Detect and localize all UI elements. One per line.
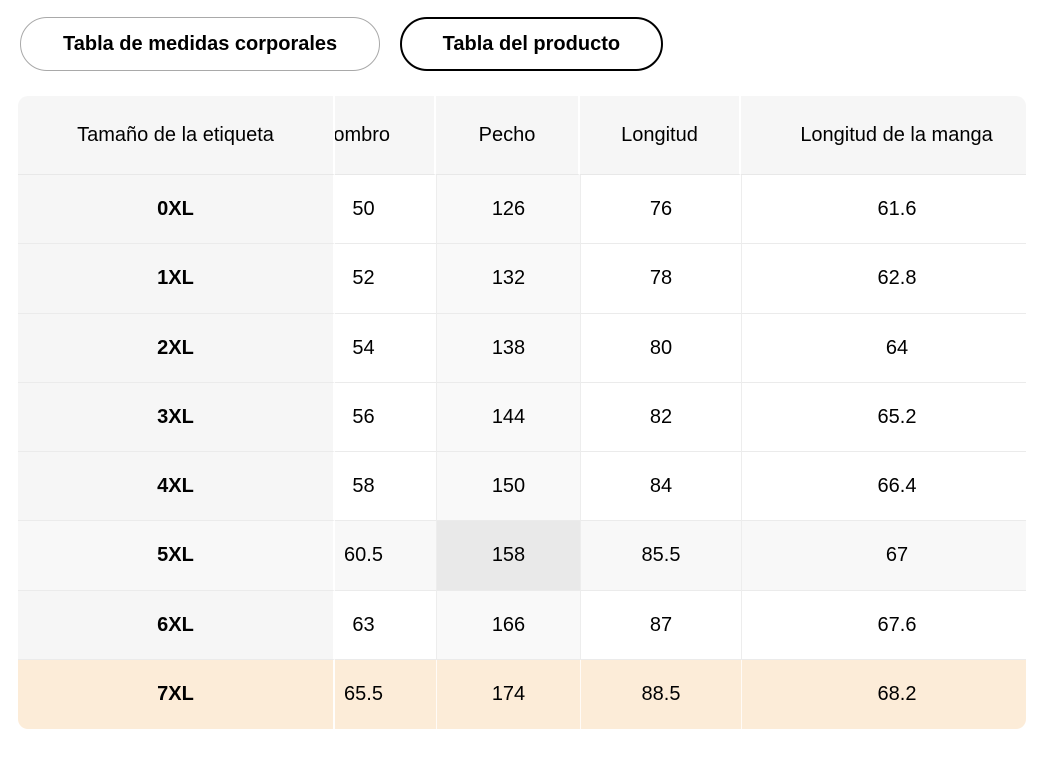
column-header-5: Longitud de la manga	[741, 96, 1026, 175]
measurement-cell: 50	[335, 175, 436, 245]
column-header-4: Longitud	[580, 96, 741, 175]
measurement-cell-text: 50	[352, 198, 375, 221]
measurement-cell: 60.5	[335, 521, 436, 591]
size-label-0XL-text: 0XL	[157, 198, 194, 221]
size-label-5XL-text: 5XL	[157, 544, 194, 567]
measurement-cell: 65.5	[335, 659, 436, 729]
measurement-cell: 67.6	[741, 590, 1026, 660]
measurement-cell-text: 82	[649, 405, 673, 428]
column-header-3-text: Pecho	[478, 124, 536, 146]
measurement-cell-text: 126	[491, 198, 526, 221]
measurement-cell: 138	[436, 313, 580, 383]
measurement-cell: 54	[335, 313, 436, 383]
size-label-6XL-text: 6XL	[157, 613, 194, 636]
size-label-4XL: 4XL	[18, 452, 335, 522]
size-label-3XL: 3XL	[18, 382, 335, 452]
measurement-cell: 82	[580, 382, 741, 452]
measurement-cell: 150	[436, 452, 580, 522]
measurement-cell: 78	[580, 244, 741, 314]
measurement-cell: 61.6	[741, 175, 1026, 245]
size-label-7XL: 7XL	[18, 659, 335, 729]
measurement-cell: 76	[580, 175, 741, 245]
measurement-cell-text: 67	[885, 544, 909, 567]
measurement-cell-text: 52	[352, 267, 375, 290]
measurement-cell: 88.5	[580, 659, 741, 729]
size-table-grid: Tamaño de la etiqueta Hombro Pecho Longitud…	[18, 96, 1026, 729]
measurement-cell-text: 61.6	[877, 198, 917, 221]
measurement-cell: 158	[436, 521, 580, 591]
product-size-table: Tamaño de la etiqueta Hombro Pecho Longitud…	[18, 96, 1026, 729]
column-header-4-text: Longitud	[621, 124, 698, 146]
size-chart-tabs: Tabla de medidas corporales Tabla del pr…	[20, 17, 1050, 71]
measurement-cell: 174	[436, 659, 580, 729]
measurement-cell-text: 76	[649, 198, 673, 221]
measurement-cell: 65.2	[741, 382, 1026, 452]
column-header-3: Pecho	[436, 96, 580, 175]
measurement-cell-text: 56	[352, 405, 375, 428]
measurement-cell: 166	[436, 590, 580, 660]
measurement-cell-text: 174	[491, 683, 526, 706]
size-label-1XL-text: 1XL	[157, 267, 194, 290]
measurement-cell-text: 150	[491, 475, 526, 498]
measurement-cell-text: 88.5	[641, 683, 681, 706]
measurement-cell-text: 64	[885, 336, 909, 359]
measurement-cell-text: 54	[352, 336, 375, 359]
column-header-2-text: Hombro	[335, 124, 391, 146]
column-header-1-text: Tamaño de la etiqueta	[77, 124, 274, 146]
tab-body-measurements[interactable]: Tabla de medidas corporales	[20, 17, 381, 71]
measurement-cell-text: 67.6	[877, 613, 917, 636]
measurement-cell-text: 132	[491, 267, 526, 290]
measurement-cell: 64	[741, 313, 1026, 383]
tab-product-measurements[interactable]: Tabla del producto	[400, 17, 663, 71]
measurement-cell: 80	[580, 313, 741, 383]
measurement-cell: 52	[335, 244, 436, 314]
size-label-2XL: 2XL	[18, 313, 335, 383]
measurement-cell-text: 66.4	[877, 475, 917, 498]
measurement-cell-text: 84	[649, 475, 673, 498]
measurement-cell: 87	[580, 590, 741, 660]
measurement-cell-text: 158	[491, 544, 526, 567]
measurement-cell: 58	[335, 452, 436, 522]
measurement-cell: 56	[335, 382, 436, 452]
size-label-1XL: 1XL	[18, 244, 335, 314]
column-header-5-text: Longitud de la manga	[800, 124, 993, 146]
measurement-cell-text: 62.8	[877, 267, 917, 290]
measurement-cell: 144	[436, 382, 580, 452]
measurement-cell-text: 85.5	[641, 544, 681, 567]
measurement-cell-text: 68.2	[877, 683, 917, 706]
measurement-cell: 84	[580, 452, 741, 522]
measurement-cell-text: 78	[649, 267, 673, 290]
size-label-4XL-text: 4XL	[157, 475, 194, 498]
measurement-cell: 67	[741, 521, 1026, 591]
measurement-cell-text: 144	[491, 405, 526, 428]
measurement-cell: 85.5	[580, 521, 741, 591]
column-header-2: Hombro	[335, 96, 436, 175]
measurement-cell: 132	[436, 244, 580, 314]
measurement-cell-text: 166	[491, 613, 526, 636]
measurement-cell: 62.8	[741, 244, 1026, 314]
size-label-3XL-text: 3XL	[157, 405, 194, 428]
measurement-cell-text: 87	[649, 613, 673, 636]
size-label-7XL-text: 7XL	[157, 683, 194, 706]
measurement-cell: 63	[335, 590, 436, 660]
size-label-6XL: 6XL	[18, 590, 335, 660]
measurement-cell-text: 80	[649, 336, 673, 359]
measurement-cell: 66.4	[741, 452, 1026, 522]
measurement-cell-text: 60.5	[344, 544, 383, 567]
measurement-cell-text: 138	[491, 336, 526, 359]
measurement-cell-text: 58	[352, 475, 375, 498]
measurement-cell: 126	[436, 175, 580, 245]
measurement-cell: 68.2	[741, 659, 1026, 729]
size-label-0XL: 0XL	[18, 175, 335, 245]
size-label-2XL-text: 2XL	[157, 336, 194, 359]
size-label-5XL: 5XL	[18, 521, 335, 591]
measurement-cell-text: 63	[352, 613, 375, 636]
column-header-1: Tamaño de la etiqueta	[18, 96, 335, 175]
measurement-cell-text: 65.2	[877, 405, 917, 428]
measurement-cell-text: 65.5	[344, 683, 383, 706]
